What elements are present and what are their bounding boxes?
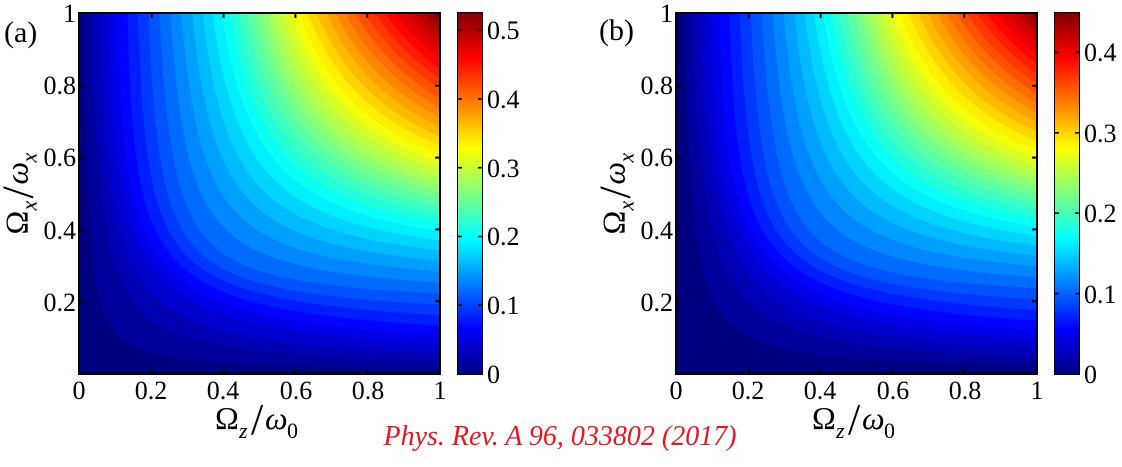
- svg-text:/: /: [251, 398, 264, 444]
- svg-text:/: /: [594, 186, 640, 199]
- svg-text:x: x: [17, 153, 42, 164]
- svg-text:Ω: Ω: [596, 211, 632, 235]
- svg-text:x: x: [614, 153, 639, 164]
- svg-text:ω: ω: [862, 400, 885, 436]
- svg-text:z: z: [238, 418, 248, 443]
- svg-text:Ω: Ω: [812, 400, 836, 436]
- svg-text:ω: ω: [265, 400, 288, 436]
- svg-text:ω: ω: [596, 162, 632, 185]
- svg-text:Ω: Ω: [215, 400, 239, 436]
- svg-text:ω: ω: [0, 162, 35, 185]
- svg-text:x: x: [17, 201, 42, 212]
- svg-text:Ω: Ω: [0, 211, 35, 235]
- svg-text:0: 0: [884, 418, 895, 443]
- svg-text:0: 0: [287, 418, 298, 443]
- svg-text:/: /: [848, 398, 861, 444]
- svg-text:/: /: [0, 186, 43, 199]
- svg-text:x: x: [614, 201, 639, 212]
- svg-text:z: z: [835, 418, 845, 443]
